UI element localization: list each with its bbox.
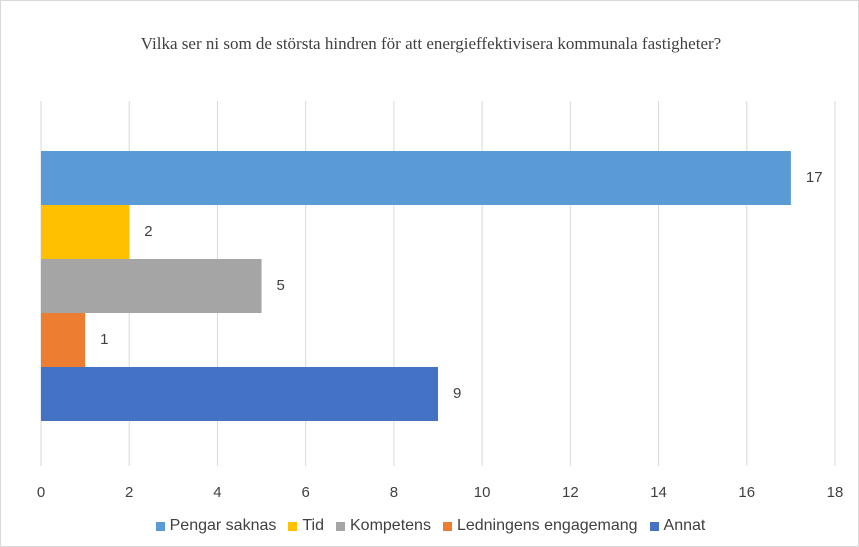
x-tick-label: 6 <box>301 484 309 501</box>
legend-item: Kompetens <box>336 517 431 535</box>
legend-swatch <box>288 521 298 531</box>
legend-swatch <box>155 521 165 531</box>
data-label: 1 <box>100 331 108 348</box>
legend-swatch <box>442 521 452 531</box>
x-tick-label: 4 <box>213 484 221 501</box>
x-tick-label: 8 <box>390 484 398 501</box>
bar <box>41 367 438 421</box>
legend: Pengar saknas Tid Kompetens Ledningens enga… <box>1 517 858 535</box>
data-label: 9 <box>453 385 461 402</box>
bar <box>41 151 791 205</box>
legend-label: Pengar saknas <box>169 517 277 534</box>
data-label: 17 <box>806 169 823 186</box>
x-tick-label: 10 <box>474 484 491 501</box>
legend-label: Kompetens <box>350 517 431 534</box>
legend-item: Annat <box>649 517 706 535</box>
legend-label: Tid <box>302 517 324 534</box>
legend-item: Ledningens engagemang <box>442 517 638 535</box>
chart-title: Vilka ser ni som de största hindren för … <box>140 34 722 53</box>
bar <box>41 205 130 259</box>
data-label: 2 <box>144 223 152 240</box>
x-tick-label: 2 <box>125 484 133 501</box>
legend-label: Ledningens engagemang <box>456 517 638 534</box>
legend-item: Pengar saknas <box>155 517 277 535</box>
data-label: 5 <box>277 277 285 294</box>
x-tick-label: 16 <box>738 484 755 501</box>
bar <box>41 313 86 367</box>
legend-swatch <box>336 521 345 531</box>
legend-label: Annat <box>663 517 706 534</box>
x-tick-label: 18 <box>827 484 844 501</box>
bar <box>41 259 262 313</box>
legend-item: Tid <box>288 517 324 535</box>
x-tick-label: 14 <box>650 484 667 501</box>
legend-swatch <box>649 521 659 531</box>
x-tick-label: 0 <box>37 484 45 501</box>
x-tick-label: 12 <box>562 484 579 501</box>
